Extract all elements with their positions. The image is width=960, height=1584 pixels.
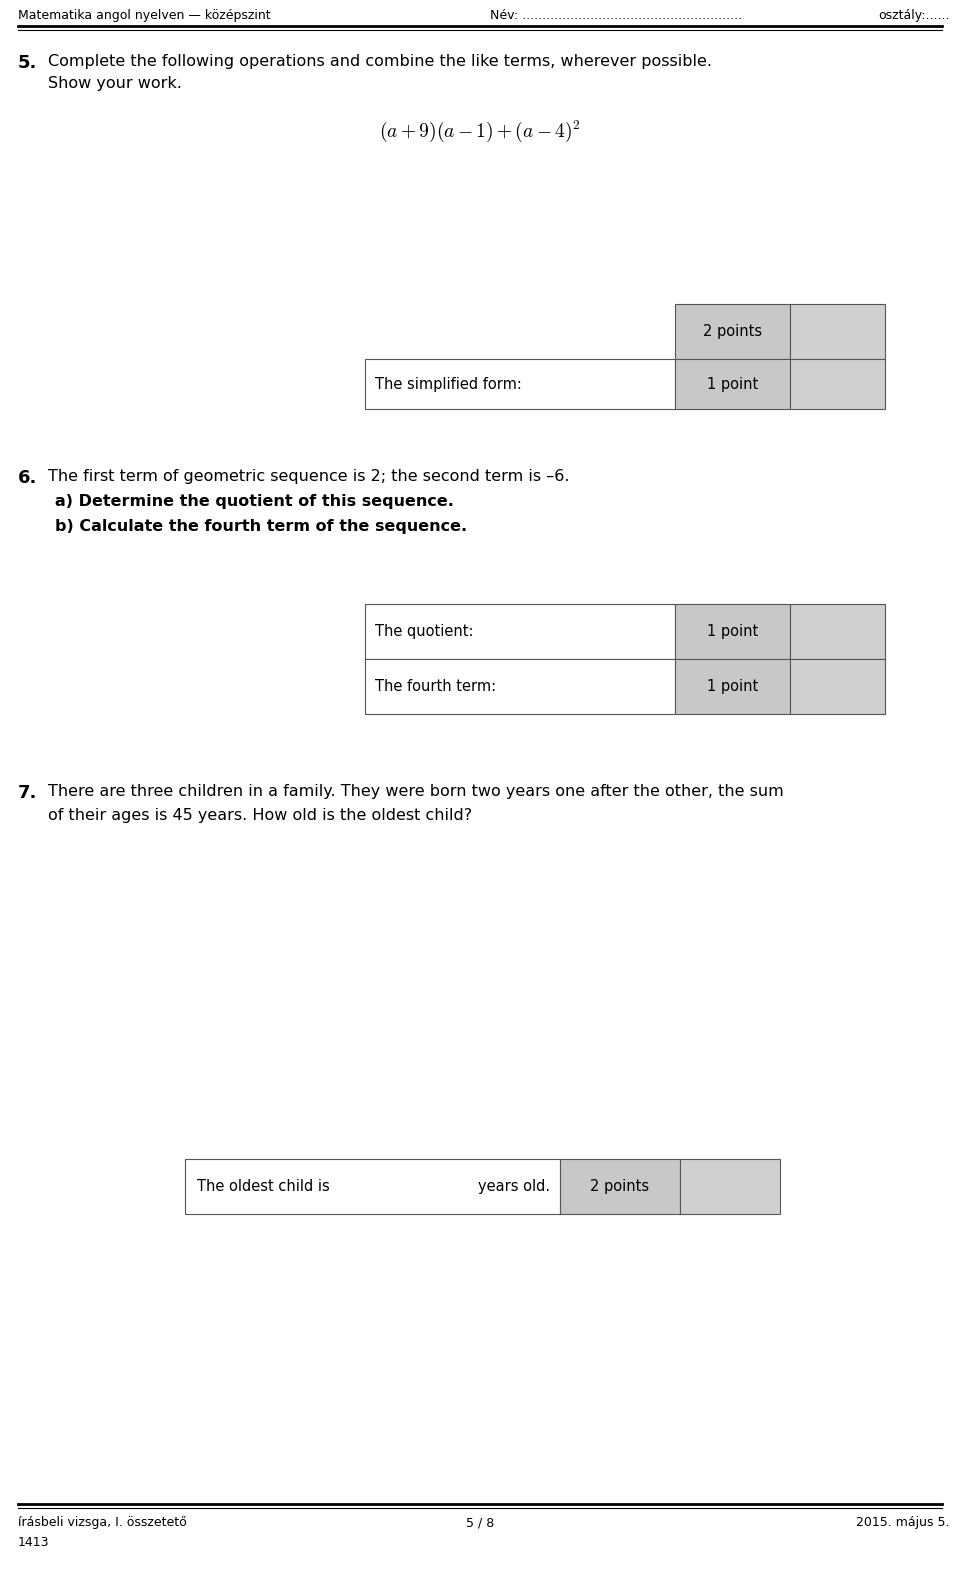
Bar	[675, 360, 790, 409]
Text: The oldest child is: The oldest child is	[197, 1178, 329, 1194]
Text: Complete the following operations and combine the like terms, wherever possible.: Complete the following operations and co…	[48, 54, 712, 70]
Bar	[790, 304, 885, 360]
Text: of their ages is 45 years. How old is the oldest child?: of their ages is 45 years. How old is th…	[48, 808, 472, 824]
Bar	[790, 360, 885, 409]
Text: $(a+9)(a-1)+(a-4)^2$: $(a+9)(a-1)+(a-4)^2$	[379, 119, 581, 144]
Text: Név: .......................................................: Név: ...................................…	[490, 10, 742, 22]
Bar	[790, 659, 885, 714]
Text: osztály:......: osztály:......	[878, 10, 950, 22]
Text: 7.: 7.	[18, 784, 37, 802]
Text: 2 points: 2 points	[703, 325, 762, 339]
Bar	[675, 659, 790, 714]
Text: The quotient:: The quotient:	[375, 624, 473, 638]
Text: 1 point: 1 point	[707, 680, 758, 694]
Bar	[675, 304, 790, 360]
Text: The fourth term:: The fourth term:	[375, 680, 496, 694]
Text: 1 point: 1 point	[707, 377, 758, 391]
Text: years old.: years old.	[478, 1178, 550, 1194]
Text: b) Calculate the fourth term of the sequence.: b) Calculate the fourth term of the sequ…	[55, 520, 468, 534]
Text: a) Determine the quotient of this sequence.: a) Determine the quotient of this sequen…	[55, 494, 454, 508]
Text: 6.: 6.	[18, 469, 37, 486]
Text: 2 points: 2 points	[590, 1178, 650, 1194]
Text: There are three children in a family. They were born two years one after the oth: There are three children in a family. Th…	[48, 784, 783, 798]
Text: 5 / 8: 5 / 8	[466, 1516, 494, 1529]
Bar	[790, 604, 885, 659]
Bar	[365, 604, 675, 659]
Text: 5.: 5.	[18, 54, 37, 71]
Text: The simplified form:: The simplified form:	[375, 377, 522, 391]
Text: írásbeli vizsga, I. összetető: írásbeli vizsga, I. összetető	[18, 1516, 187, 1529]
Text: The first term of geometric sequence is 2; the second term is –6.: The first term of geometric sequence is …	[48, 469, 569, 485]
Bar	[560, 1159, 680, 1213]
Text: 1 point: 1 point	[707, 624, 758, 638]
Text: 2015. május 5.: 2015. május 5.	[856, 1516, 950, 1529]
Bar	[675, 604, 790, 659]
Text: 1413: 1413	[18, 1536, 50, 1549]
Text: Show your work.: Show your work.	[48, 76, 181, 90]
Bar	[185, 1159, 560, 1213]
Bar	[680, 1159, 780, 1213]
Text: Matematika angol nyelven — középszint: Matematika angol nyelven — középszint	[18, 10, 271, 22]
Bar	[365, 659, 675, 714]
Bar	[365, 360, 675, 409]
